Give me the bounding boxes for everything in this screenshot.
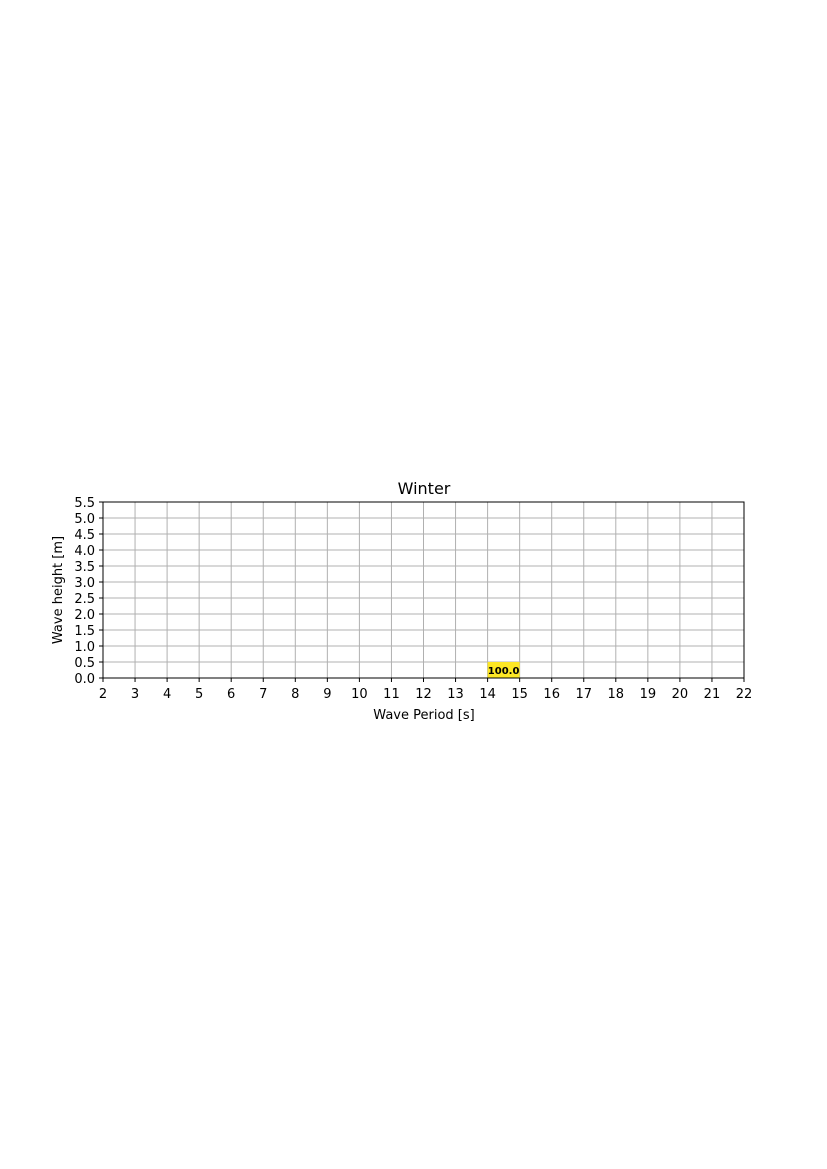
chart-title: Winter bbox=[398, 479, 451, 498]
y-tick-label: 0.0 bbox=[74, 672, 95, 687]
y-tick-label: 3.5 bbox=[74, 560, 95, 575]
x-axis-ticks: 2 3 4 5 6 7 8 9 10 11 12 13 14 15 16 17 18 19 20 21 22 bbox=[99, 678, 752, 702]
y-tick-label: 2.5 bbox=[74, 592, 95, 607]
x-tick-label: 4 bbox=[163, 687, 171, 702]
x-tick-label: 15 bbox=[511, 687, 528, 702]
x-tick-label: 7 bbox=[259, 687, 267, 702]
x-tick-label: 11 bbox=[383, 687, 400, 702]
x-tick-label: 8 bbox=[291, 687, 299, 702]
x-tick-label: 16 bbox=[543, 687, 560, 702]
x-tick-label: 3 bbox=[131, 687, 139, 702]
x-tick-label: 12 bbox=[415, 687, 432, 702]
x-tick-label: 10 bbox=[351, 687, 368, 702]
y-tick-label: 4.0 bbox=[74, 544, 95, 559]
y-tick-label: 0.5 bbox=[74, 656, 95, 671]
heatmap-cells: 100.0 bbox=[487, 662, 520, 678]
x-tick-label: 6 bbox=[227, 687, 235, 702]
x-tick-label: 14 bbox=[479, 687, 496, 702]
y-tick-label: 4.5 bbox=[74, 528, 95, 543]
y-tick-label: 5.0 bbox=[74, 512, 95, 527]
y-tick-label: 3.0 bbox=[74, 576, 95, 591]
x-tick-label: 9 bbox=[323, 687, 331, 702]
x-tick-label: 13 bbox=[447, 687, 464, 702]
y-tick-label: 1.5 bbox=[74, 624, 95, 639]
y-axis-title: Wave height [m] bbox=[51, 536, 66, 644]
heatmap-cell bbox=[487, 662, 520, 678]
grid-lines bbox=[102, 501, 745, 679]
x-tick-label: 2 bbox=[99, 687, 107, 702]
x-tick-label: 18 bbox=[608, 687, 625, 702]
x-tick-label: 21 bbox=[704, 687, 721, 702]
x-axis-title: Wave Period [s] bbox=[373, 708, 474, 723]
x-tick-label: 20 bbox=[672, 687, 689, 702]
x-tick-label: 5 bbox=[195, 687, 203, 702]
y-tick-label: 2.0 bbox=[74, 608, 95, 623]
y-axis-ticks: 0.00.51.01.52.02.53.03.54.04.55.05.5 bbox=[74, 496, 103, 687]
y-tick-label: 5.5 bbox=[74, 496, 95, 511]
y-tick-label: 1.0 bbox=[74, 640, 95, 655]
x-tick-label: 22 bbox=[736, 687, 753, 702]
cell-value-label: 100.0 bbox=[488, 666, 520, 677]
x-tick-label: 17 bbox=[575, 687, 592, 702]
x-tick-label: 19 bbox=[640, 687, 657, 702]
